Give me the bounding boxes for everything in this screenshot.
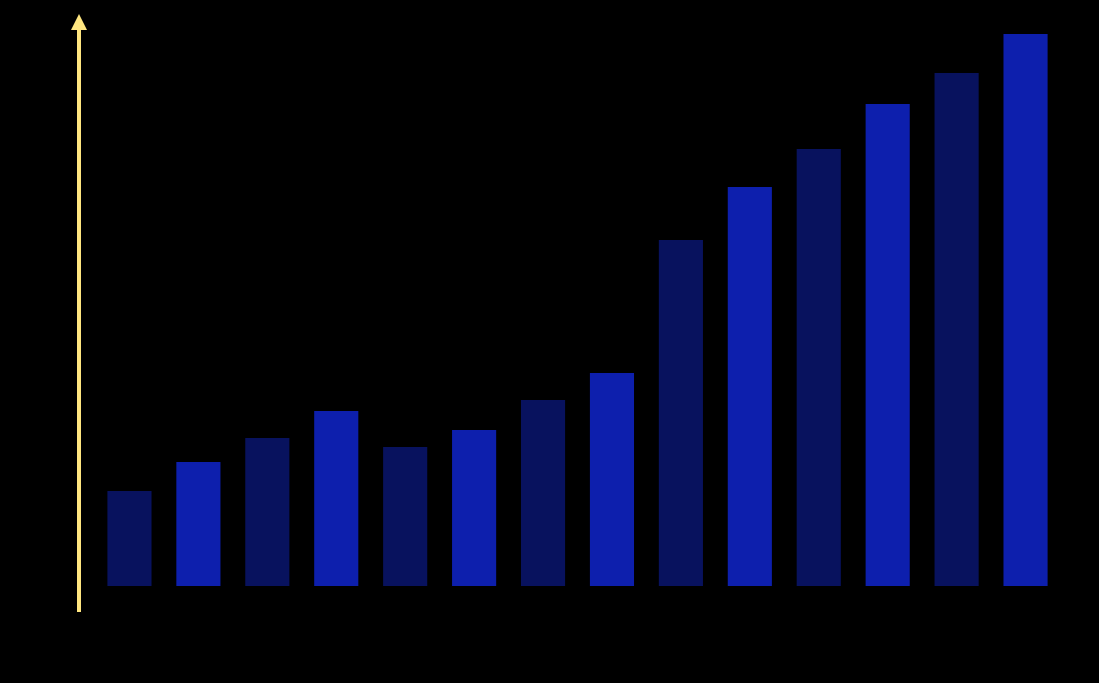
y-axis-arrow — [71, 14, 87, 30]
bar — [176, 462, 221, 586]
bar — [314, 411, 359, 586]
bar — [865, 104, 910, 586]
bar — [589, 373, 635, 586]
bar — [383, 447, 428, 586]
bar — [934, 73, 979, 586]
bar — [452, 430, 497, 586]
bar — [1003, 34, 1048, 586]
bar — [658, 240, 703, 586]
bar — [796, 149, 841, 586]
bar — [520, 400, 566, 586]
bar — [107, 491, 152, 586]
bar — [727, 187, 772, 586]
bar — [245, 438, 290, 586]
